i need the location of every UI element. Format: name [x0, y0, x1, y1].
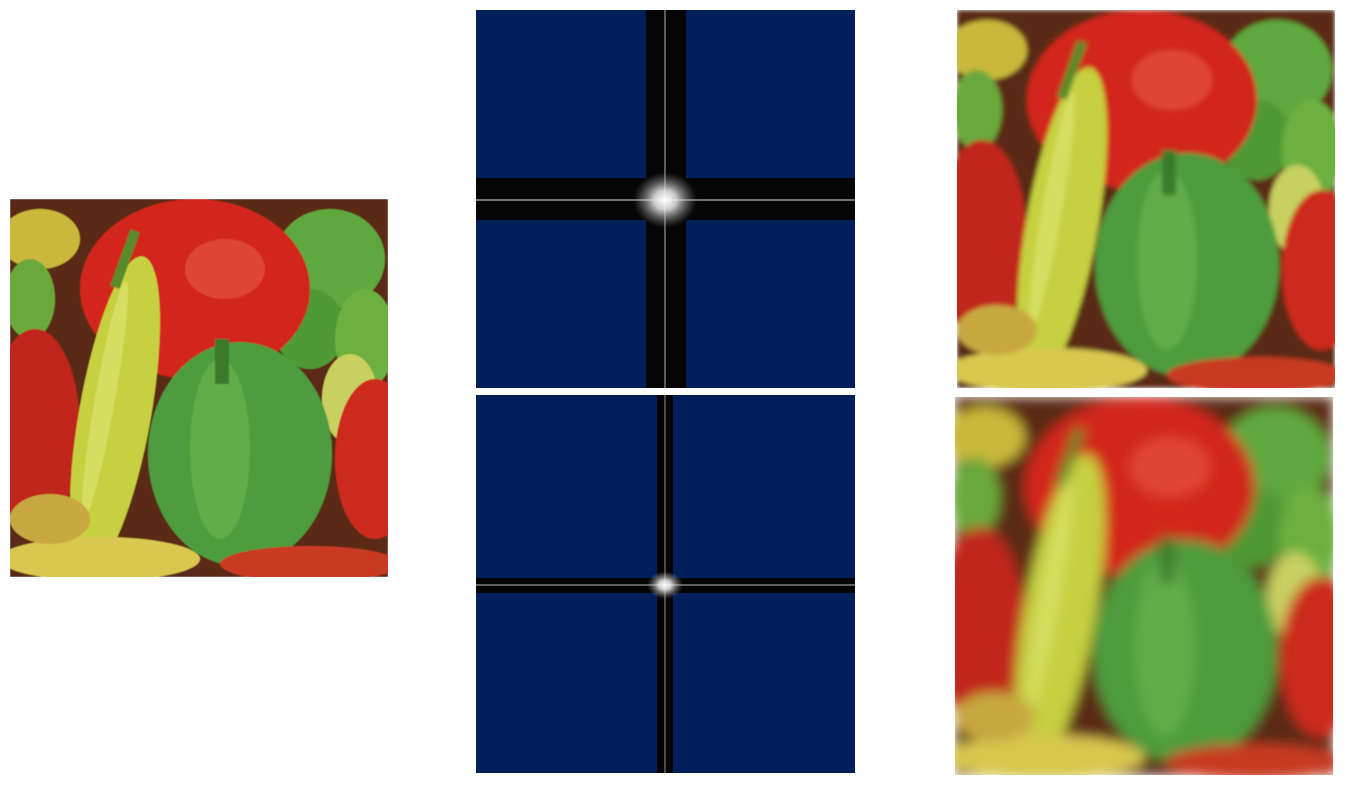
spectrum-wide [476, 10, 855, 388]
spectrum-narrow [475, 394, 856, 774]
filtered-image-strong [955, 397, 1333, 775]
filtered-image-mild [957, 10, 1335, 388]
original-image [10, 199, 388, 577]
